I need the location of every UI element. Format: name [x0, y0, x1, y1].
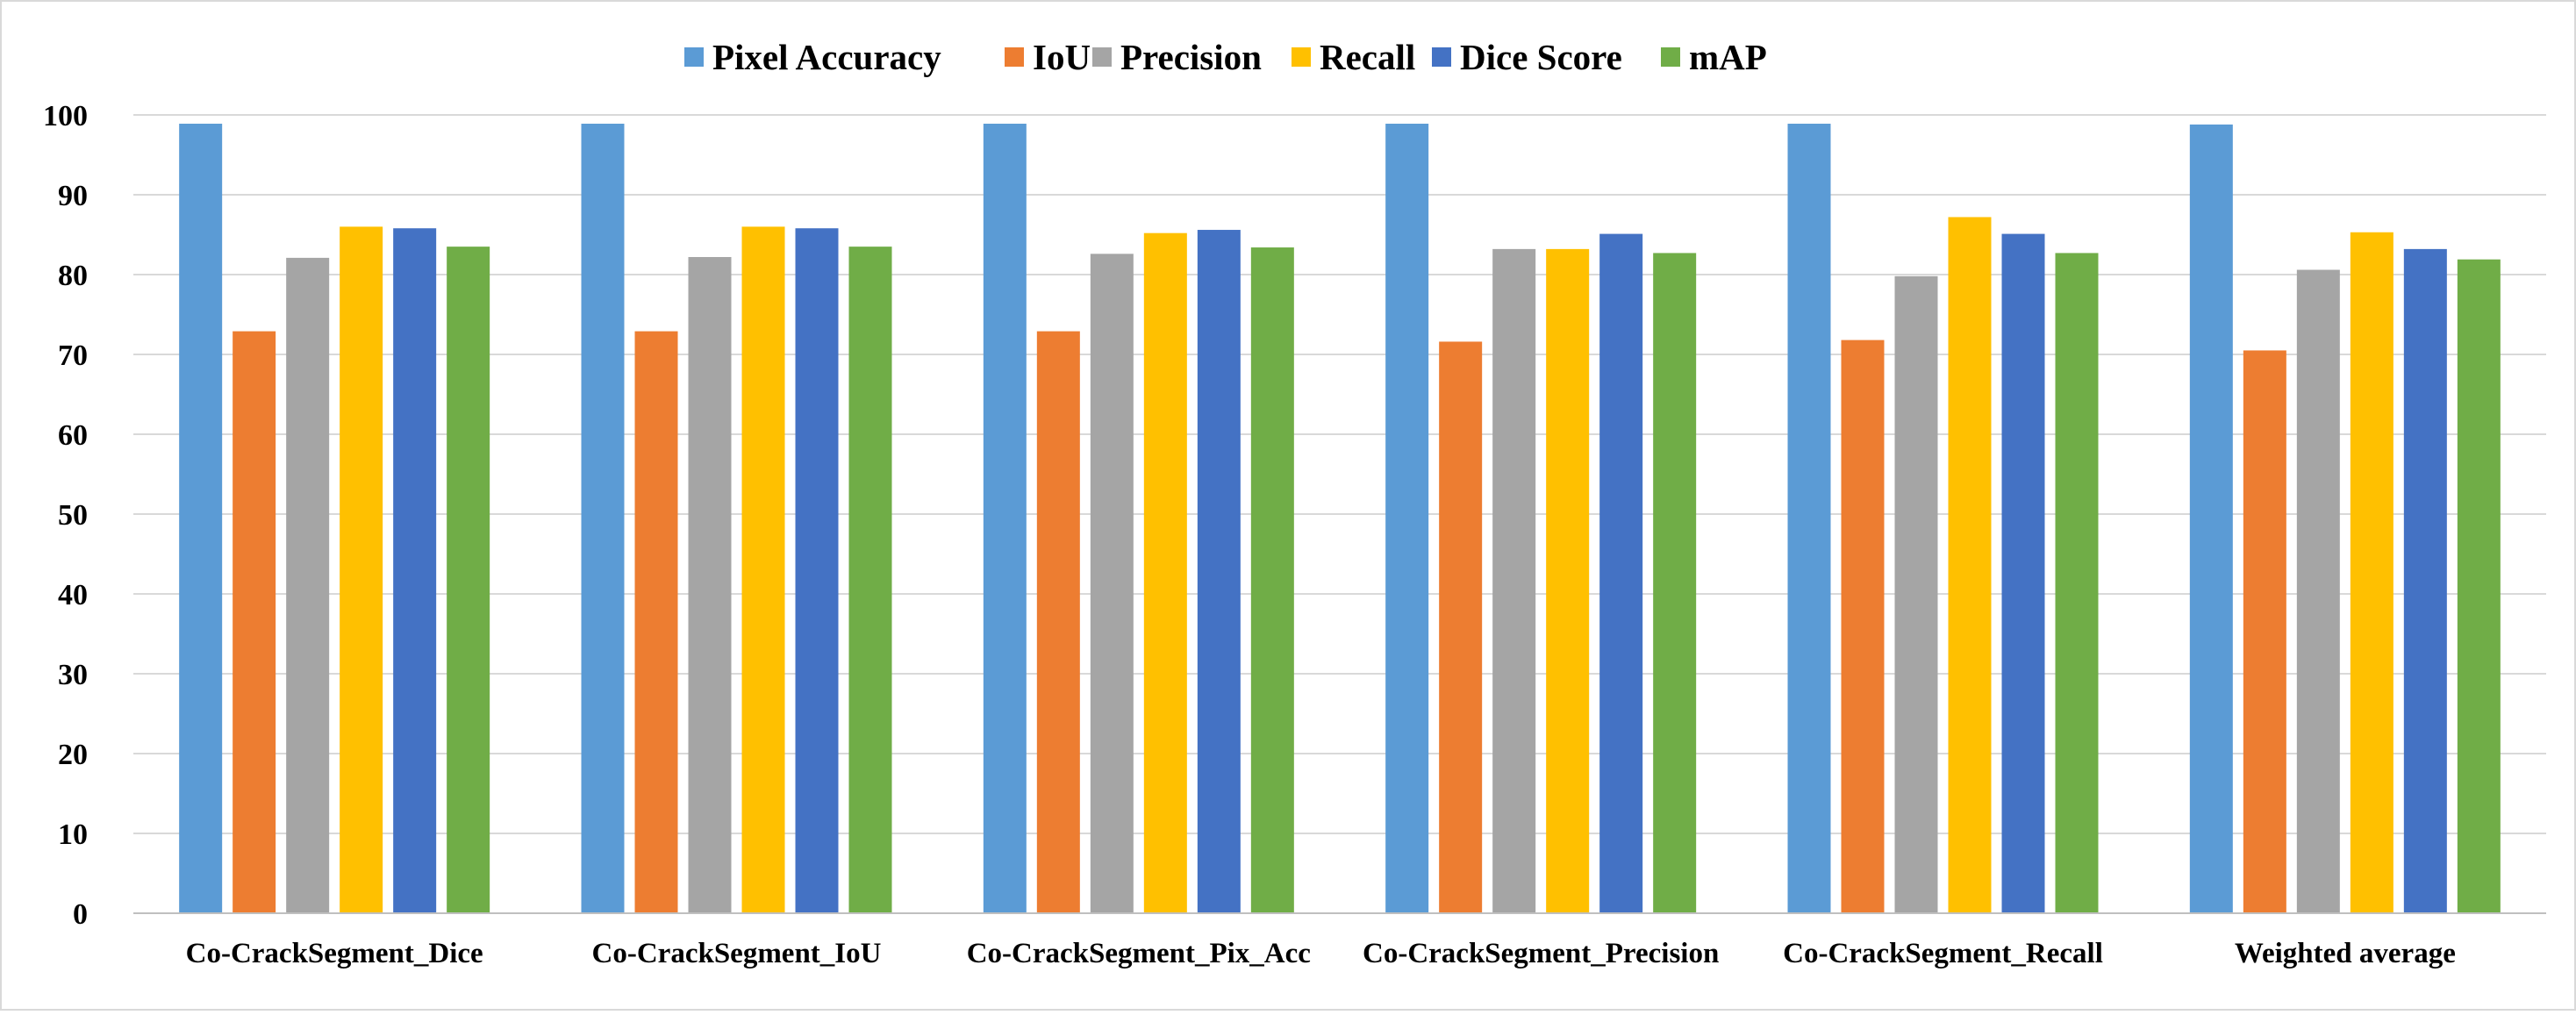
legend-swatch-dice-score [1432, 47, 1451, 67]
bar-dice-score-1 [795, 228, 839, 914]
gridlines [133, 114, 2546, 834]
bars [179, 124, 2501, 914]
bar-recall-4 [1948, 217, 1992, 914]
legend-label-dice-score: Dice Score [1460, 37, 1622, 77]
bar-precision-0 [286, 257, 330, 913]
legend-label-recall: Recall [1320, 37, 1415, 77]
x-category-label: Weighted average [2235, 938, 2456, 969]
y-tick-label: 0 [73, 898, 88, 931]
legend-label-precision: Precision [1120, 37, 1262, 77]
bar-dice-score-0 [393, 228, 437, 914]
bar-precision-5 [2296, 269, 2340, 913]
legend-swatch-recall [1292, 47, 1311, 67]
x-category-label: Co-CrackSegment_Dice [186, 938, 483, 969]
bar-iou-1 [634, 331, 678, 913]
y-tick-label: 40 [58, 579, 88, 611]
bar-dice-score-3 [1599, 233, 1643, 914]
x-category-label: Co-CrackSegment_Pix_Acc [967, 938, 1311, 969]
legend-label-iou: IoU [1033, 37, 1091, 77]
bar-map-0 [447, 247, 490, 913]
axes: 0 10 20 30 40 50 60 70 80 90 100 Co-CrackSegment_Di… [43, 100, 2546, 969]
bar-iou-2 [1036, 331, 1080, 913]
y-tick-label: 50 [58, 499, 88, 532]
bar-recall-2 [1143, 232, 1187, 913]
y-tick-label: 60 [58, 419, 88, 452]
x-category-label: Co-CrackSegment_Recall [1783, 938, 2103, 969]
bar-precision-4 [1894, 275, 1938, 913]
legend-label-map: mAP [1689, 37, 1767, 77]
bar-recall-3 [1546, 248, 1590, 913]
x-category-label: Co-CrackSegment_IoU [592, 938, 882, 969]
bar-precision-2 [1090, 254, 1134, 914]
bar-recall-5 [2350, 232, 2394, 913]
y-tick-label: 30 [58, 659, 88, 691]
bar-map-4 [2055, 253, 2099, 913]
bar-recall-0 [340, 226, 383, 913]
y-tick-label: 90 [58, 180, 88, 212]
bar-iou-0 [233, 331, 276, 913]
legend: Pixel Accuracy IoU Precision Recall Dice Sco… [684, 37, 1767, 77]
bar-precision-1 [688, 256, 732, 914]
bar-recall-1 [741, 226, 785, 913]
bar-map-5 [2457, 259, 2501, 914]
bar-iou-5 [2243, 350, 2286, 913]
legend-swatch-pixel-accuracy [684, 47, 704, 67]
bar-pixel-accuracy-3 [1385, 124, 1429, 913]
y-tick-label: 70 [58, 340, 88, 372]
bar-pixel-accuracy-2 [983, 124, 1027, 913]
bar-pixel-accuracy-5 [2189, 124, 2233, 914]
bar-map-2 [1250, 247, 1294, 913]
y-tick-label: 10 [58, 818, 88, 851]
bar-iou-4 [1841, 340, 1885, 913]
legend-swatch-map [1661, 47, 1680, 67]
legend-swatch-precision [1092, 47, 1112, 67]
bar-map-1 [848, 247, 892, 913]
y-tick-label: 80 [58, 260, 88, 292]
bar-dice-score-2 [1197, 230, 1241, 913]
bar-pixel-accuracy-1 [581, 124, 625, 913]
bar-iou-3 [1439, 341, 1483, 913]
y-tick-label: 20 [58, 739, 88, 771]
bar-pixel-accuracy-4 [1787, 124, 1831, 913]
bar-pixel-accuracy-0 [179, 124, 223, 913]
bar-dice-score-5 [2403, 248, 2447, 913]
x-category-label: Co-CrackSegment_Precision [1363, 938, 1719, 969]
bar-map-3 [1653, 253, 1697, 913]
legend-label-pixel-accuracy: Pixel Accuracy [712, 37, 941, 77]
y-tick-label: 100 [43, 100, 88, 132]
legend-swatch-iou [1005, 47, 1024, 67]
bar-dice-score-4 [2001, 233, 2045, 914]
bar-precision-3 [1492, 248, 1536, 913]
